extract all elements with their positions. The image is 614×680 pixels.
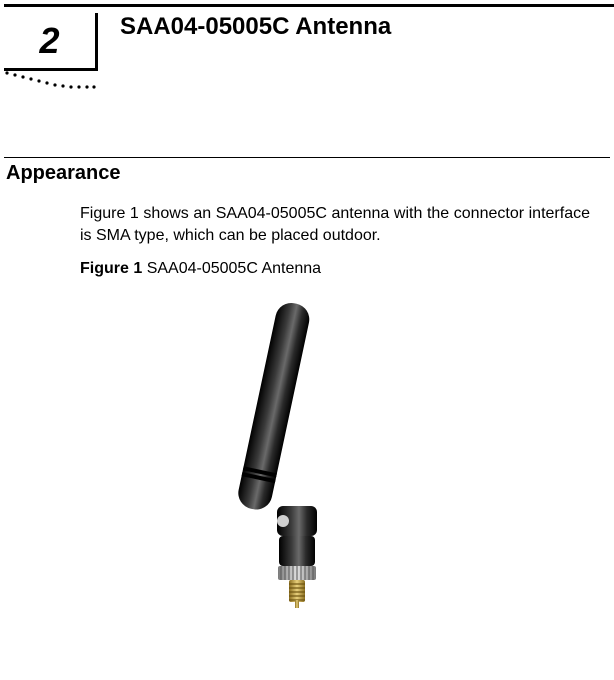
figure-caption-text: SAA04-05005C Antenna <box>147 260 321 277</box>
chapter-title: SAA04-05005C Antenna <box>98 13 391 41</box>
chapter-header: 2 SAA04-05005C Antenna <box>4 4 614 71</box>
decorative-dots-icon <box>2 65 102 93</box>
chapter-number: 2 <box>39 20 59 62</box>
figure-caption: Figure 1 SAA04-05005C Antenna <box>80 260 590 278</box>
antenna-icon <box>197 288 417 628</box>
section-heading: Appearance <box>0 158 614 185</box>
figure-image <box>0 288 614 628</box>
chapter-number-box: 2 <box>4 13 98 71</box>
figure-label: Figure 1 <box>80 260 142 277</box>
section-paragraph: Figure 1 shows an SAA04-05005C antenna w… <box>80 203 590 246</box>
